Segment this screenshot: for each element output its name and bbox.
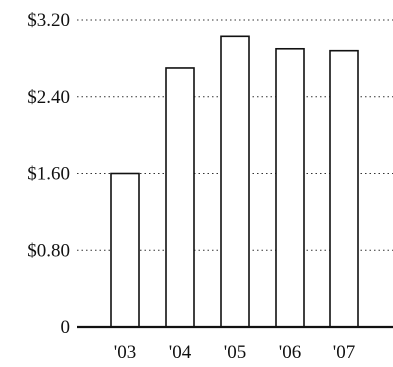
- y-tick-label: $2.40: [27, 87, 70, 108]
- bar: [329, 49, 359, 328]
- bar: [165, 67, 195, 328]
- y-tick-label: $3.20: [27, 10, 70, 31]
- x-tick-label: '07: [333, 342, 355, 363]
- bar: [220, 35, 250, 328]
- bar: [110, 172, 140, 328]
- x-tick-label: '03: [114, 342, 136, 363]
- x-tick-labels: '03 '04 '05 '06 '07: [114, 342, 355, 363]
- bars: [110, 35, 359, 328]
- x-tick-label: '05: [224, 342, 246, 363]
- y-tick-label: $1.60: [27, 164, 70, 185]
- y-tick-labels: 0 $0.80 $1.60 $2.40 $3.20: [27, 10, 70, 338]
- y-tick-label: 0: [61, 317, 71, 338]
- x-tick-label: '06: [279, 342, 301, 363]
- y-tick-label: $0.80: [27, 240, 70, 261]
- bar: [275, 47, 305, 328]
- x-tick-label: '04: [169, 342, 192, 363]
